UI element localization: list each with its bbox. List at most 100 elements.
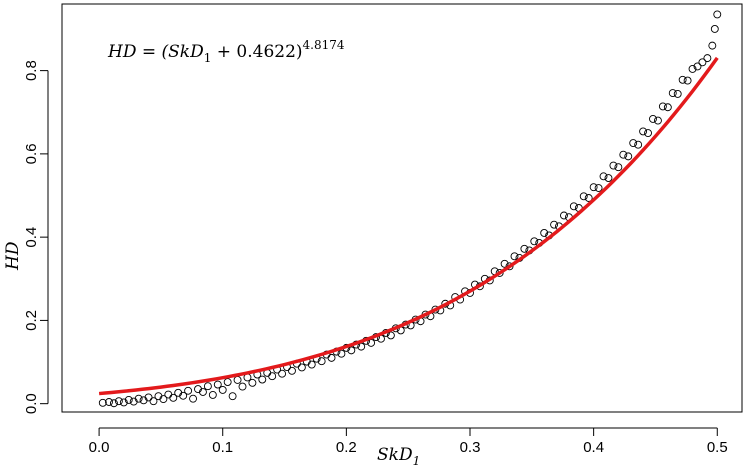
data-point — [268, 372, 277, 381]
data-point — [238, 382, 247, 391]
data-point — [530, 237, 539, 246]
data-point — [134, 394, 143, 403]
fit-equation-lhs: HD = (SkD — [107, 42, 204, 62]
x-axis-title: SkD1 — [377, 445, 420, 466]
data-point — [505, 262, 514, 271]
fit-curve — [98, 56, 719, 396]
data-point — [614, 163, 623, 172]
data-point — [673, 89, 682, 98]
data-point — [347, 346, 356, 355]
x-axis-title-main: SkD — [377, 445, 413, 465]
fit-equation-rhs: + 0.4622) — [211, 42, 302, 62]
data-point — [184, 386, 193, 395]
data-point — [584, 194, 593, 202]
x-tick-label: 0.5 — [707, 439, 728, 456]
data-point — [228, 392, 237, 401]
data-point — [278, 369, 287, 378]
data-point — [698, 58, 707, 67]
data-point — [609, 161, 618, 170]
data-point — [258, 375, 267, 384]
data-point — [169, 393, 178, 402]
fit-equation-subscript: 1 — [204, 51, 212, 65]
fit-equation: HD = (SkD1 + 0.4622)4.8174 — [107, 38, 345, 65]
fit-equation-exponent: 4.8174 — [303, 38, 345, 52]
data-point — [683, 76, 692, 85]
data-point — [109, 399, 118, 408]
data-point — [550, 220, 559, 229]
data-point — [688, 64, 697, 73]
data-point — [560, 211, 568, 220]
data-point — [386, 331, 395, 340]
data-point — [179, 391, 188, 400]
data-point — [198, 388, 207, 396]
x-tick-label: 0.1 — [212, 439, 233, 456]
data-point — [495, 268, 504, 277]
data-point — [307, 360, 316, 369]
data-points — [98, 10, 722, 408]
data-point — [203, 382, 212, 391]
data-point — [624, 152, 633, 161]
data-point — [114, 397, 123, 406]
y-tick-label: 0.8 — [23, 60, 40, 81]
x-tick-label: 0.4 — [583, 439, 604, 456]
data-point — [594, 184, 603, 192]
data-point — [164, 390, 173, 399]
data-point — [649, 114, 657, 123]
data-point — [327, 353, 336, 362]
x-axis-title-subscript: 1 — [413, 454, 421, 466]
data-point — [693, 62, 702, 71]
data-point — [708, 41, 717, 50]
data-point — [599, 172, 608, 181]
data-point — [710, 25, 719, 33]
data-point — [644, 129, 652, 138]
data-point — [589, 183, 598, 192]
data-point — [98, 398, 107, 407]
y-axis-title: HD — [3, 241, 23, 271]
y-tick-label: 0.6 — [23, 143, 40, 164]
data-point — [208, 390, 217, 399]
data-point — [678, 75, 687, 84]
x-tick-label: 0.2 — [336, 439, 357, 456]
data-point — [119, 398, 128, 407]
y-axis: 0.0 0.2 0.4 0.6 0.8 — [23, 60, 49, 414]
data-point — [579, 192, 588, 201]
data-point — [248, 378, 257, 387]
data-point — [668, 89, 677, 98]
data-point — [337, 349, 346, 358]
plot-frame — [61, 3, 743, 413]
data-point — [703, 54, 712, 63]
data-point — [629, 139, 638, 148]
data-point — [653, 116, 662, 125]
data-point — [658, 102, 667, 111]
data-point — [233, 375, 242, 384]
data-point — [149, 397, 158, 406]
data-point — [105, 398, 113, 406]
x-tick-label: 0.0 — [89, 439, 110, 456]
data-point — [713, 10, 722, 19]
data-point — [639, 127, 648, 136]
x-tick-label: 0.3 — [460, 439, 481, 456]
data-point — [510, 252, 519, 261]
data-point — [500, 259, 509, 268]
data-point — [297, 363, 306, 372]
data-point — [124, 395, 133, 404]
x-axis: 0.0 0.1 0.2 0.3 0.4 0.5 — [89, 427, 728, 456]
data-point — [540, 229, 549, 237]
data-point — [569, 202, 578, 211]
data-point — [218, 385, 227, 394]
data-point — [213, 380, 222, 389]
data-point — [634, 140, 643, 149]
y-tick-label: 0.2 — [23, 310, 40, 331]
data-point — [159, 395, 168, 404]
data-point — [144, 393, 153, 402]
y-tick-label: 0.4 — [23, 227, 40, 248]
y-tick-label: 0.0 — [23, 393, 40, 414]
data-point — [223, 378, 232, 386]
data-point — [520, 244, 529, 253]
data-point — [604, 174, 613, 182]
data-point — [317, 357, 326, 366]
data-point — [288, 366, 296, 375]
data-point — [189, 394, 198, 403]
data-point — [619, 150, 628, 159]
